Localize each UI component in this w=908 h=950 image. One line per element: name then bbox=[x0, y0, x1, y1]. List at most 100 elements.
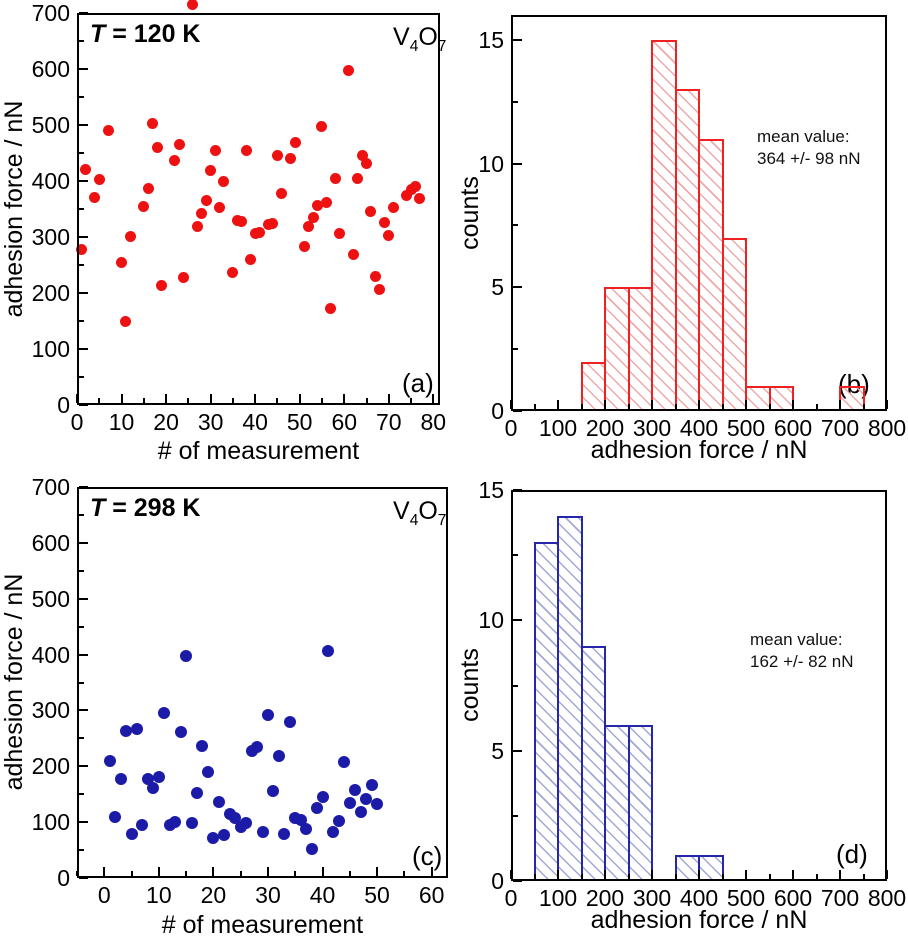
panel-a-letter: (a) bbox=[402, 368, 434, 398]
tick-label: 80 bbox=[420, 409, 447, 435]
histogram-bar bbox=[627, 724, 653, 881]
tick-mark bbox=[365, 398, 368, 403]
tick-mark bbox=[513, 100, 518, 103]
tick-label: 300 bbox=[632, 885, 672, 911]
scatter-point bbox=[316, 791, 329, 803]
scatter-point bbox=[196, 739, 209, 752]
tick-label: 200 bbox=[31, 753, 70, 780]
tick-mark bbox=[79, 180, 88, 182]
plot-frame-d bbox=[511, 490, 887, 881]
scatter-point bbox=[410, 181, 421, 193]
tick-mark bbox=[410, 398, 413, 403]
scatter-point bbox=[267, 785, 280, 798]
scatter-point bbox=[136, 818, 149, 831]
tick-label: 800 bbox=[867, 415, 907, 441]
formula-subscript-2: 7 bbox=[437, 38, 447, 55]
tick-mark bbox=[513, 489, 522, 491]
scatter-point bbox=[271, 149, 283, 161]
tick-mark bbox=[698, 870, 700, 879]
tick-label: 400 bbox=[31, 168, 70, 194]
tick-label: 200 bbox=[585, 415, 625, 441]
tick-label: 30 bbox=[197, 409, 224, 435]
tick-label: 60 bbox=[418, 882, 445, 908]
tick-label: 500 bbox=[726, 885, 766, 911]
tick-mark bbox=[839, 400, 841, 409]
tick-label: 300 bbox=[632, 415, 672, 441]
plot-frame-b bbox=[511, 15, 887, 411]
tick-label: 400 bbox=[679, 415, 719, 441]
scatter-point bbox=[374, 283, 386, 295]
scatter-point bbox=[218, 828, 231, 841]
scatter-point bbox=[114, 772, 127, 785]
tick-mark bbox=[79, 404, 88, 406]
tick-mark bbox=[768, 874, 771, 879]
tick-label: 700 bbox=[31, 474, 70, 500]
scatter-point bbox=[212, 796, 225, 809]
panel-b-x-axis-label: adhesion force / nN bbox=[590, 436, 808, 464]
scatter-point bbox=[120, 725, 133, 738]
tick-mark bbox=[604, 400, 606, 409]
scatter-point bbox=[311, 802, 324, 815]
scatter-point bbox=[102, 125, 114, 137]
formula-subscript-1: 4 bbox=[409, 38, 419, 55]
scatter-point bbox=[240, 816, 253, 829]
tick-label: 300 bbox=[31, 224, 70, 250]
tick-mark bbox=[604, 870, 606, 879]
tick-mark bbox=[839, 870, 841, 879]
tick-label: 500 bbox=[726, 415, 766, 441]
tick-mark bbox=[239, 871, 242, 876]
tick-mark bbox=[886, 400, 888, 409]
tick-label: 0 bbox=[97, 882, 111, 908]
tick-label: 800 bbox=[867, 885, 907, 911]
tick-mark bbox=[320, 398, 323, 403]
scatter-point bbox=[156, 279, 168, 291]
formula-subscript-2: 7 bbox=[437, 512, 447, 529]
tick-label: 100 bbox=[31, 336, 70, 362]
tick-mark bbox=[79, 765, 88, 768]
tick-mark bbox=[321, 867, 324, 876]
tick-mark bbox=[862, 874, 865, 879]
tick-label: 0 bbox=[70, 409, 84, 435]
tick-mark bbox=[387, 394, 390, 403]
tick-mark bbox=[674, 874, 677, 879]
panel-c-x-axis-label: # of measurement bbox=[161, 911, 364, 939]
tick-label: 15 bbox=[478, 26, 504, 53]
scatter-point bbox=[236, 215, 248, 227]
tick-label: 60 bbox=[331, 409, 358, 435]
tick-mark bbox=[103, 867, 106, 876]
tick-mark bbox=[580, 874, 583, 879]
scatter-point bbox=[131, 723, 143, 736]
scatter-point bbox=[369, 270, 381, 282]
tick-mark bbox=[376, 867, 379, 876]
scatter-point bbox=[316, 120, 328, 132]
scatter-point bbox=[298, 241, 310, 253]
tick-mark bbox=[79, 849, 84, 852]
formula-subscript-1: 4 bbox=[409, 512, 419, 529]
plot-frame-c bbox=[77, 487, 448, 878]
tick-mark bbox=[513, 348, 518, 351]
scatter-point bbox=[116, 256, 128, 268]
tick-label: 10 bbox=[478, 607, 504, 634]
tick-label: 0 bbox=[504, 415, 518, 441]
tick-mark bbox=[343, 394, 346, 403]
scatter-point bbox=[256, 826, 269, 839]
tick-mark bbox=[98, 398, 101, 403]
scatter-point bbox=[289, 137, 301, 149]
scatter-point bbox=[347, 249, 359, 261]
tick-label: 500 bbox=[31, 112, 70, 138]
tick-mark bbox=[185, 871, 188, 876]
tick-label: 200 bbox=[585, 885, 625, 911]
tick-mark bbox=[76, 394, 78, 403]
scatter-point bbox=[251, 740, 264, 753]
tick-mark bbox=[79, 152, 84, 154]
scatter-point bbox=[276, 187, 288, 199]
histogram-bar bbox=[721, 237, 747, 411]
tick-label: 0 bbox=[504, 885, 518, 911]
tick-mark bbox=[79, 737, 84, 740]
scatter-point bbox=[174, 725, 187, 738]
temperature-symbol: T bbox=[90, 494, 106, 522]
tick-mark bbox=[862, 404, 865, 409]
formula-element-2: O bbox=[418, 23, 438, 51]
annotation-line: mean value: bbox=[750, 630, 843, 649]
scatter-point bbox=[178, 271, 190, 283]
